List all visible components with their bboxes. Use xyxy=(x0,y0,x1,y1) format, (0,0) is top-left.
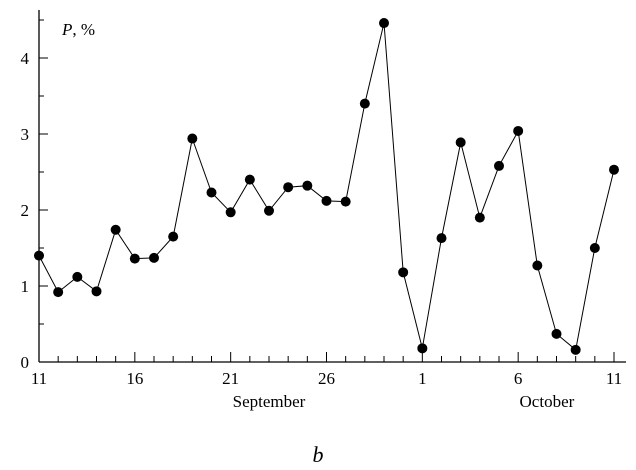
data-point xyxy=(417,343,428,354)
y-axis-label: P, % xyxy=(61,20,95,39)
y-tick-label: 3 xyxy=(21,125,30,144)
data-point xyxy=(551,328,562,339)
data-point xyxy=(494,160,504,171)
data-point xyxy=(53,287,64,298)
data-point xyxy=(72,271,83,282)
data-point xyxy=(379,18,389,29)
x-tick-label: 1 xyxy=(418,369,427,388)
data-point xyxy=(129,253,140,264)
data-point xyxy=(264,205,274,216)
data-point xyxy=(513,125,524,136)
x-tick-label: 16 xyxy=(126,369,143,388)
data-point xyxy=(321,195,332,206)
data-point xyxy=(589,243,600,253)
data-point xyxy=(168,231,179,242)
data-point xyxy=(91,286,102,297)
data-point xyxy=(436,233,447,244)
y-axis-label-variable: P xyxy=(61,20,72,39)
data-point xyxy=(532,260,543,271)
data-point xyxy=(570,344,581,355)
y-tick-label: 4 xyxy=(21,49,30,68)
series xyxy=(34,18,619,355)
data-point xyxy=(474,212,485,223)
data-point xyxy=(149,252,159,263)
data-point xyxy=(340,196,351,207)
panel-label: b xyxy=(313,442,324,467)
data-point xyxy=(206,187,217,198)
y-tick-label: 0 xyxy=(21,353,30,372)
month-label: September xyxy=(233,392,306,411)
data-point xyxy=(244,174,255,185)
x-tick-label: 11 xyxy=(31,369,47,388)
data-point xyxy=(225,207,236,218)
data-point xyxy=(398,267,409,278)
y-tick-label: 1 xyxy=(21,277,30,296)
labels: P, % b xyxy=(61,20,324,467)
data-point xyxy=(34,250,44,261)
y-tick-label: 2 xyxy=(21,201,30,220)
x-tick-label: 11 xyxy=(606,369,622,388)
data-point xyxy=(455,137,466,148)
data-point xyxy=(283,182,294,193)
x-tick-label: 21 xyxy=(222,369,239,388)
data-point xyxy=(187,133,198,144)
x-tick-label: 6 xyxy=(514,369,523,388)
y-axis-label-unit: , % xyxy=(72,20,95,39)
data-point xyxy=(302,180,313,191)
month-label: October xyxy=(520,392,575,411)
data-point xyxy=(110,224,121,235)
series-line xyxy=(38,22,615,351)
data-point xyxy=(359,98,370,109)
data-point xyxy=(609,164,619,175)
x-tick-label: 26 xyxy=(318,369,335,388)
